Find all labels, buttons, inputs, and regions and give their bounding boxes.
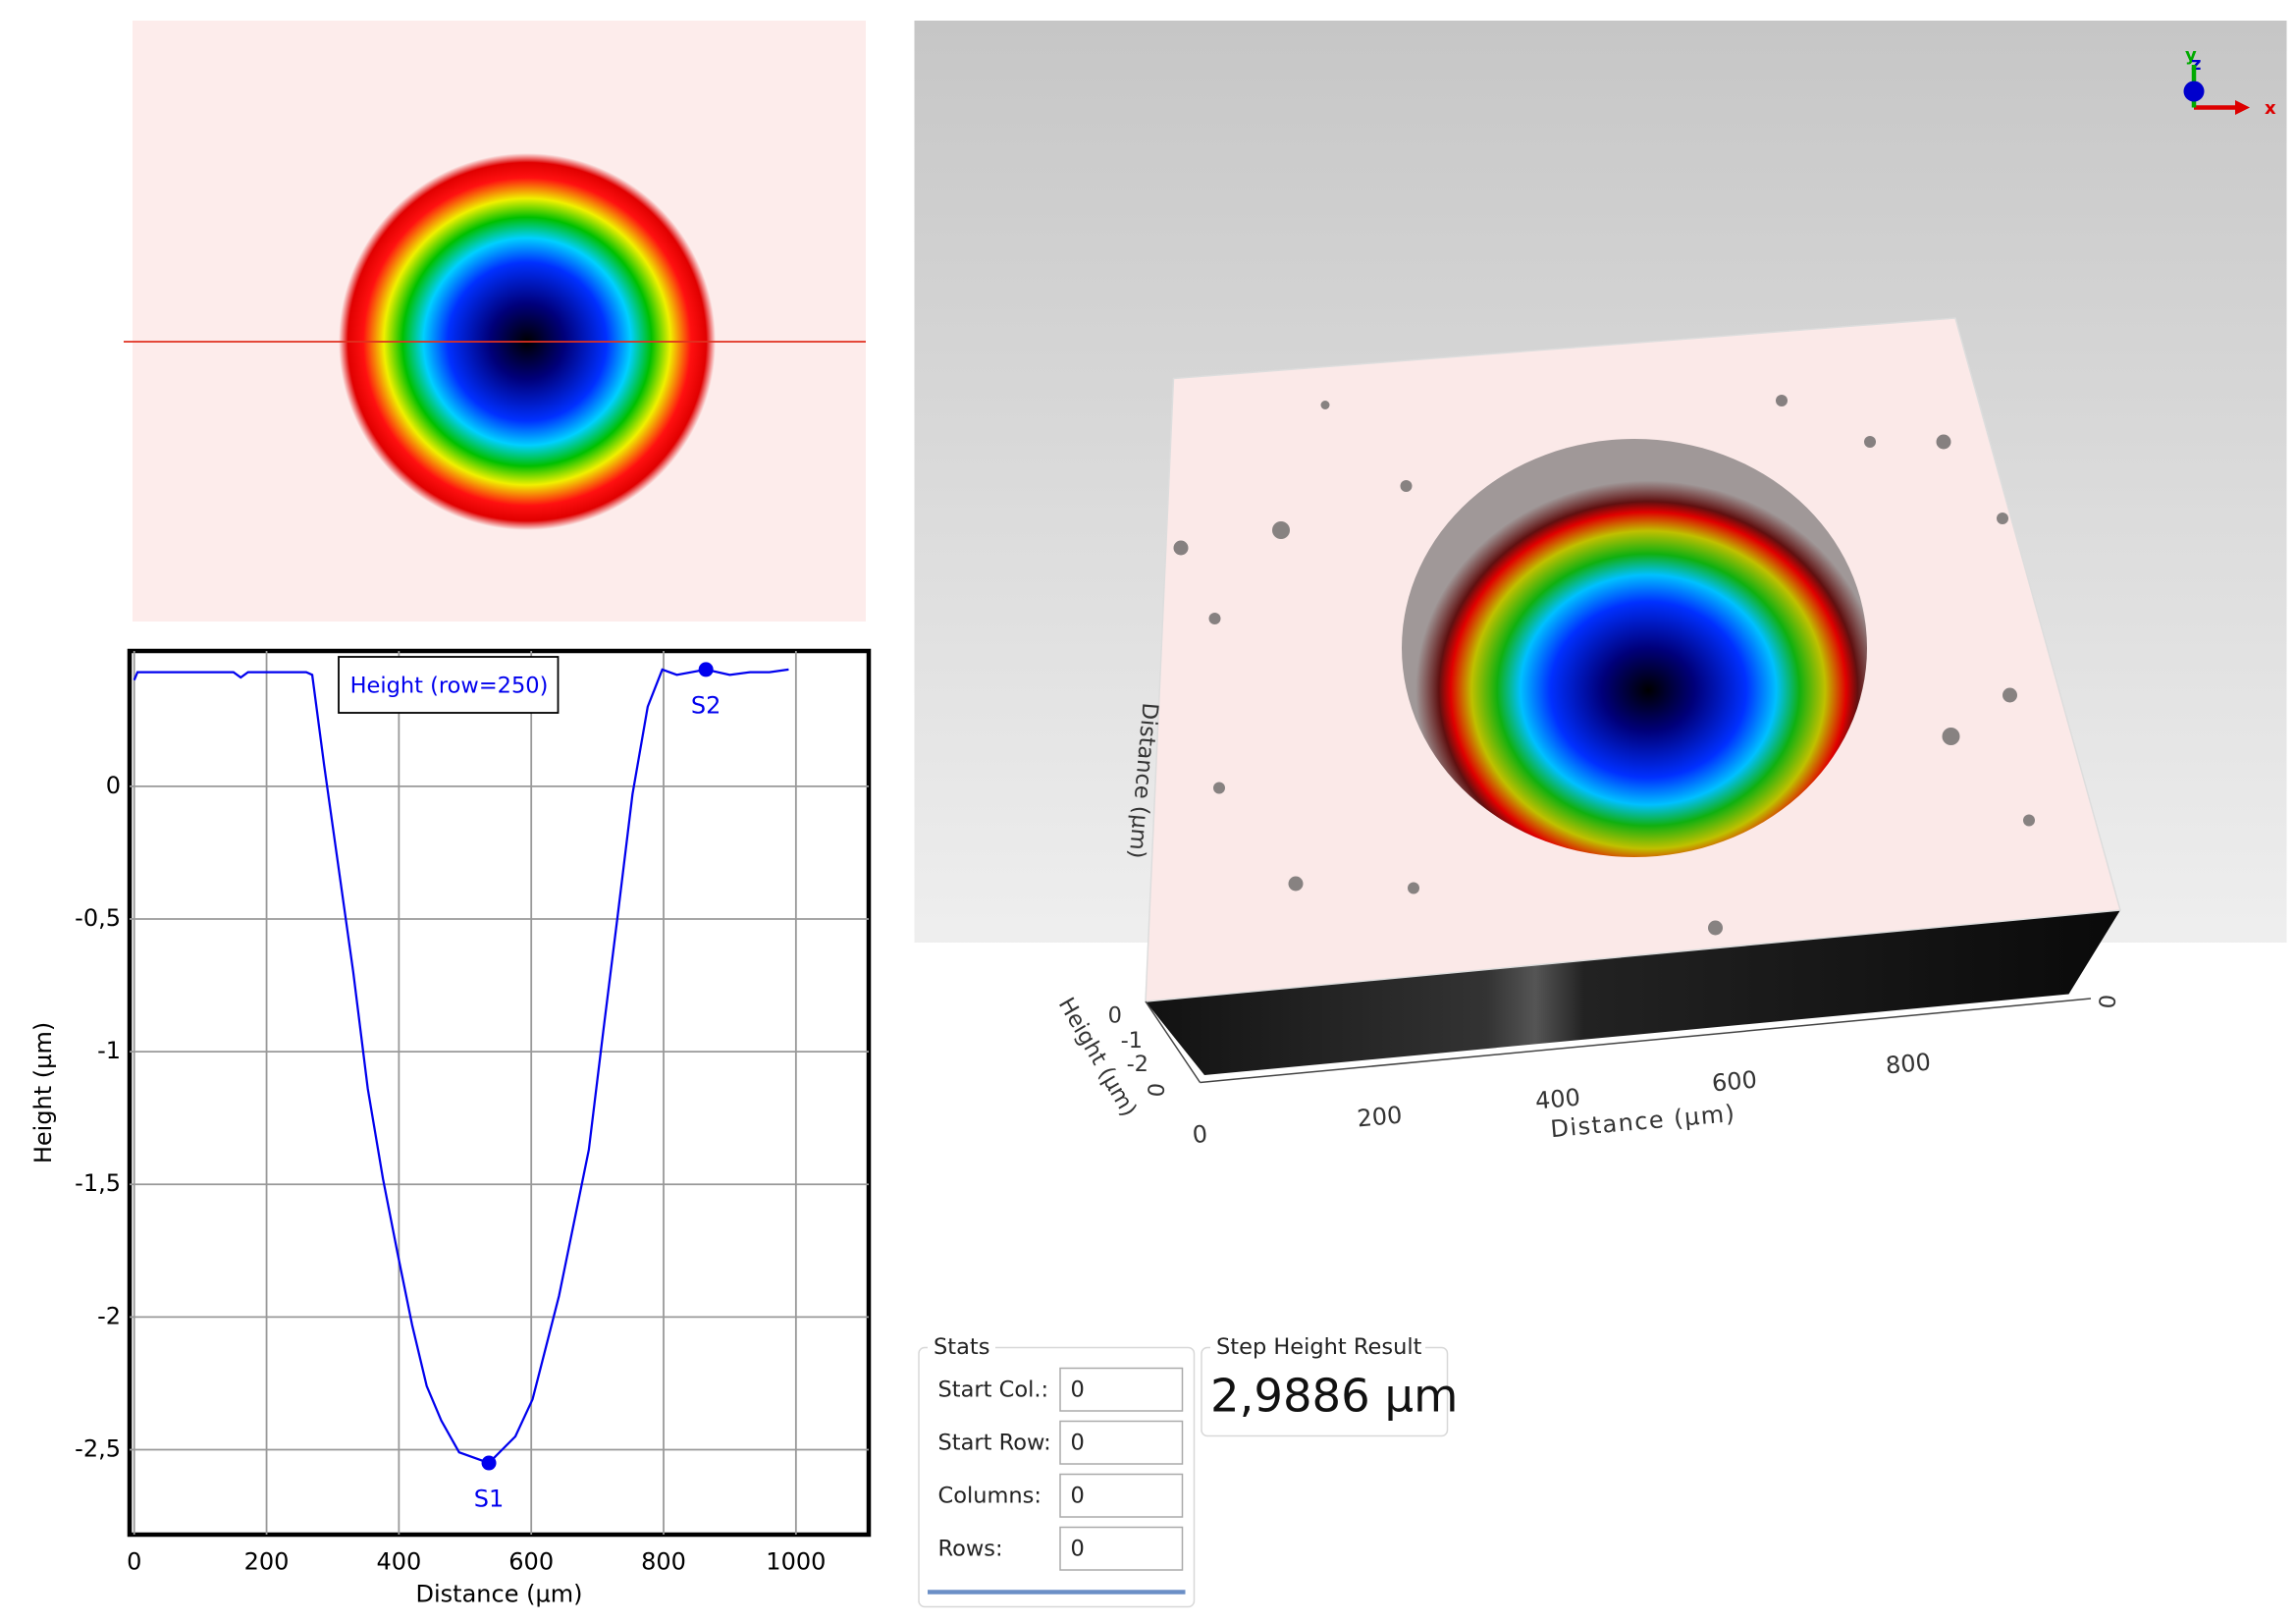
y-tick-label: -2,5 [75,1435,121,1463]
z3d-tick-label: -2 [1127,1052,1148,1077]
x3d-tick-label: 800 [1885,1049,1932,1080]
marker-label: S2 [691,691,721,719]
x3d-tick-label: 0 [1192,1120,1209,1149]
surface-spots [1173,395,2036,936]
field-input[interactable] [1059,1473,1184,1518]
marker-point [481,1455,497,1471]
crater-3d [1402,439,1868,858]
stats-rows: Start Col.: 0 Start Row: 0 Columns: 0 Rows: 0 [938,1367,1184,1571]
x3d-tick-label: 400 [1534,1084,1581,1115]
field-label: Start Col.: [938,1378,1049,1403]
field-value: 0 [1071,1537,1085,1562]
stats-title-bg [928,1334,996,1362]
field-label: Columns: [938,1484,1041,1509]
field-value: 0 [1071,1431,1085,1456]
field-input[interactable] [1059,1526,1184,1571]
x-axis-label: Distance (µm) [416,1581,583,1608]
y-tick-label: -1,5 [75,1169,121,1197]
x3d-tick-label: 600 [1711,1066,1758,1098]
field-value: 0 [1071,1484,1085,1509]
y3d-tick-label: 0 [2093,994,2119,1010]
field-label: Rows: [938,1537,1003,1562]
x-tick-label: 400 [376,1548,421,1576]
marker-label: S1 [474,1486,505,1513]
field-input[interactable] [1059,1367,1184,1412]
profile-chart: 0 200 400 600 800 1000 0 -0,5 -1 -1,5 -2 -2,5 Distan… [29,651,870,1608]
y-tick-label: -0,5 [75,904,121,932]
x-tick-label: 1000 [766,1548,826,1576]
result-title: Step Height Result [1216,1334,1422,1360]
z3d-tick-label: -1 [1121,1028,1143,1054]
x-tick-label: 600 [508,1548,554,1576]
y-tick-label: 0 [106,772,121,799]
x3d-tick-label: 200 [1356,1102,1403,1133]
field-label: Start Row: [938,1431,1051,1456]
legend-label: Height (row=250) [350,674,549,699]
axes-3d [1145,998,2092,1084]
axis-triad [2183,65,2251,116]
profile-line [133,668,789,1465]
x-tick-label: 0 [127,1548,141,1576]
legend-box [338,656,560,714]
z3d-tick-label: 0 [1108,1003,1122,1029]
field-value: 0 [1071,1378,1085,1403]
y-tick-label: -2 [97,1302,121,1329]
stats-title: Stats [934,1334,989,1360]
marker-point [698,662,714,677]
result-value: 2,9886 µm [1210,1370,1458,1423]
y-axis-label: Height (µm) [29,1022,57,1163]
plot-frame [127,648,872,1538]
triad-label: y [2185,45,2197,66]
field-input[interactable] [1059,1420,1184,1465]
triad-label: x [2265,98,2276,119]
y3d-tick-label: 0 [1142,1082,1168,1099]
x-tick-label: 200 [244,1548,290,1576]
y-tick-label: -1 [97,1037,121,1064]
block-side [1146,910,2121,1076]
x-tick-label: 800 [641,1548,686,1576]
triad-label: z [2191,54,2201,75]
result-title-bg [1210,1334,1426,1362]
